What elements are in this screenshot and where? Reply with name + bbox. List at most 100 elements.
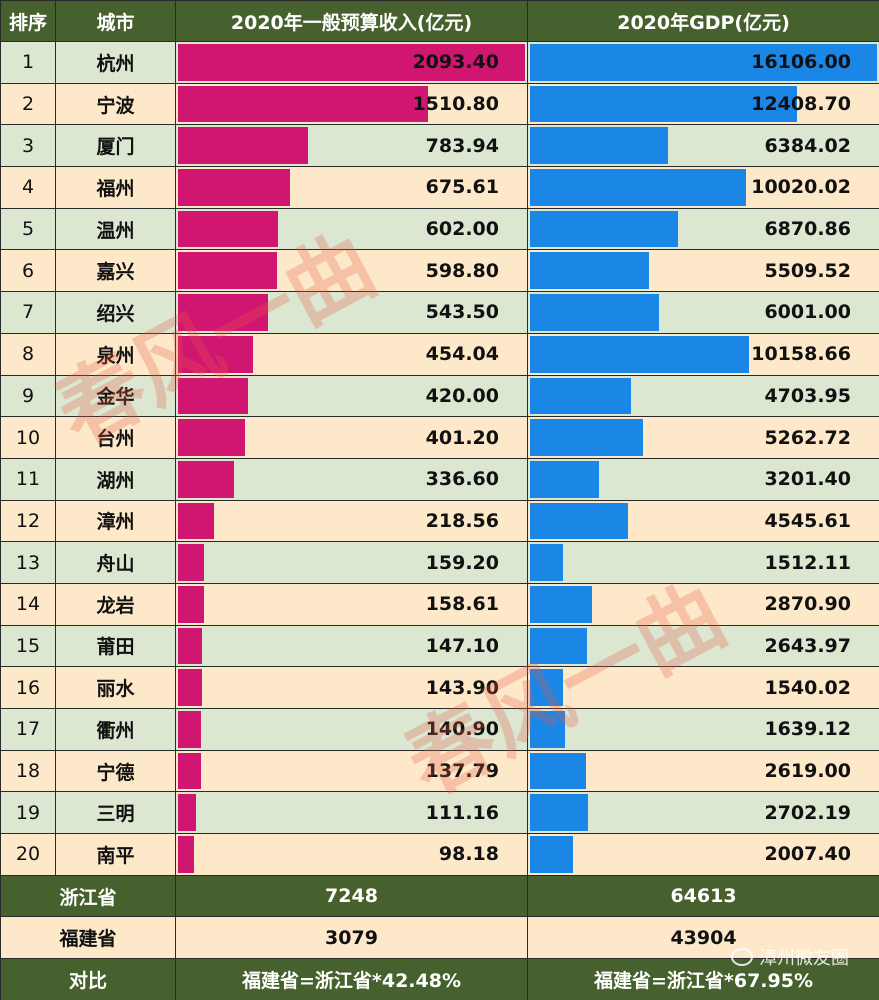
gdp-cell: 6384.02 <box>527 124 879 168</box>
bud-bar <box>178 836 195 873</box>
gdp-cell: 6001.00 <box>527 291 879 334</box>
header-rank: 排序 <box>0 0 56 42</box>
gdp-cell: 16106.00 <box>527 41 879 84</box>
bud-bar <box>178 127 308 165</box>
bud-value: 454.04 <box>425 343 499 366</box>
table-body: 1 杭州 2093.40 16106.00 2 宁波 1510.80 12408.70 3 厦门 7… <box>0 41 879 876</box>
city-cell: 丽水 <box>55 666 176 709</box>
bud-cell: 143.90 <box>175 666 528 709</box>
gdp-cell: 6870.86 <box>527 207 879 251</box>
gdp-value: 1512.11 <box>764 551 851 574</box>
bud-value: 783.94 <box>425 134 499 157</box>
gdp-cell: 4545.61 <box>527 499 879 543</box>
bud-cell: 140.90 <box>175 708 528 751</box>
city-cell: 三明 <box>55 791 176 835</box>
bud-value: 675.61 <box>425 176 499 199</box>
gdp-cell: 2007.40 <box>527 833 879 876</box>
footer-budget-zhejiang: 7248 <box>175 874 528 918</box>
rank-cell: 1 <box>0 41 56 84</box>
gdp-bar <box>530 252 649 290</box>
bud-value: 1510.80 <box>412 93 499 116</box>
footer-gdp-fujian: 43904 <box>527 916 879 960</box>
gdp-bar <box>530 210 679 248</box>
table-row: 10 台州 401.20 5262.72 <box>0 416 879 459</box>
header-gdp: 2020年GDP(亿元) <box>527 0 879 42</box>
gdp-cell: 4703.95 <box>527 374 879 418</box>
gdp-bar <box>530 627 587 665</box>
bud-cell: 98.18 <box>175 833 528 876</box>
gdp-bar <box>530 502 628 540</box>
rank-cell: 18 <box>0 749 56 793</box>
gdp-cell: 1512.11 <box>527 541 879 584</box>
bud-value: 143.90 <box>425 676 499 699</box>
bud-bar <box>178 210 278 248</box>
gdp-value: 2619.00 <box>764 760 851 783</box>
city-cell: 杭州 <box>55 41 176 84</box>
bud-bar <box>178 794 197 832</box>
table-row: 3 厦门 783.94 6384.02 <box>0 124 879 168</box>
city-cell: 宁波 <box>55 82 176 126</box>
gdp-value: 3201.40 <box>764 468 851 491</box>
gdp-bar <box>530 85 798 123</box>
bud-cell: 137.79 <box>175 749 528 793</box>
bud-bar <box>178 335 254 373</box>
table-row: 13 舟山 159.20 1512.11 <box>0 541 879 584</box>
gdp-bar <box>530 44 877 81</box>
bud-cell: 159.20 <box>175 541 528 584</box>
rank-cell: 20 <box>0 833 56 876</box>
gdp-bar <box>530 794 589 832</box>
bud-value: 2093.40 <box>412 51 499 74</box>
bud-cell: 218.56 <box>175 499 528 543</box>
gdp-bar <box>530 836 574 873</box>
gdp-cell: 1639.12 <box>527 708 879 751</box>
gdp-bar <box>530 377 632 415</box>
table-footer: 浙江省 7248 64613 福建省 3079 43904 对比 福建省=浙江省… <box>0 874 879 1000</box>
table-row: 19 三明 111.16 2702.19 <box>0 791 879 835</box>
gdp-bar <box>530 669 564 706</box>
table-row: 7 绍兴 543.50 6001.00 <box>0 291 879 334</box>
gdp-value: 12408.70 <box>751 93 851 116</box>
footer-gdp-zhejiang: 64613 <box>527 874 879 918</box>
gdp-cell: 12408.70 <box>527 82 879 126</box>
city-cell: 福州 <box>55 166 176 209</box>
bud-bar <box>178 585 205 623</box>
bud-bar <box>178 711 202 748</box>
bud-bar <box>178 377 248 415</box>
rank-cell: 8 <box>0 332 56 376</box>
rank-cell: 4 <box>0 166 56 209</box>
bud-value: 158.61 <box>425 593 499 616</box>
bud-bar <box>178 460 234 498</box>
table-row: 6 嘉兴 598.80 5509.52 <box>0 249 879 293</box>
gdp-bar <box>530 419 644 456</box>
city-cell: 泉州 <box>55 332 176 376</box>
bud-bar <box>178 669 202 706</box>
bud-cell: 543.50 <box>175 291 528 334</box>
gdp-value: 6384.02 <box>764 134 851 157</box>
bud-value: 336.60 <box>425 468 499 491</box>
gdp-bar <box>530 752 587 790</box>
header-row: 排序 城市 2020年一般预算收入(亿元) 2020年GDP(亿元) <box>0 0 879 42</box>
footer-label-zhejiang: 浙江省 <box>0 874 176 918</box>
gdp-value: 2702.19 <box>764 801 851 824</box>
gdp-value: 2007.40 <box>764 843 851 866</box>
bud-value: 147.10 <box>425 634 499 657</box>
table-row: 11 湖州 336.60 3201.40 <box>0 457 879 501</box>
rank-cell: 5 <box>0 207 56 251</box>
rank-cell: 14 <box>0 582 56 626</box>
footer-row-fujian: 福建省 3079 43904 <box>0 916 879 960</box>
footer-row-compare: 对比 福建省=浙江省*42.48% 福建省=浙江省*67.95% <box>0 958 879 1000</box>
city-cell: 温州 <box>55 207 176 251</box>
city-cell: 厦门 <box>55 124 176 168</box>
city-cell: 漳州 <box>55 499 176 543</box>
footer-gdp-compare: 福建省=浙江省*67.95% <box>527 958 879 1000</box>
header-budget: 2020年一般预算收入(亿元) <box>175 0 528 42</box>
bud-value: 98.18 <box>438 843 499 866</box>
bud-value: 420.00 <box>425 384 499 407</box>
gdp-value: 2870.90 <box>764 593 851 616</box>
rank-cell: 2 <box>0 82 56 126</box>
bud-bar <box>178 502 215 540</box>
gdp-bar <box>530 544 563 581</box>
bud-bar <box>178 627 203 665</box>
